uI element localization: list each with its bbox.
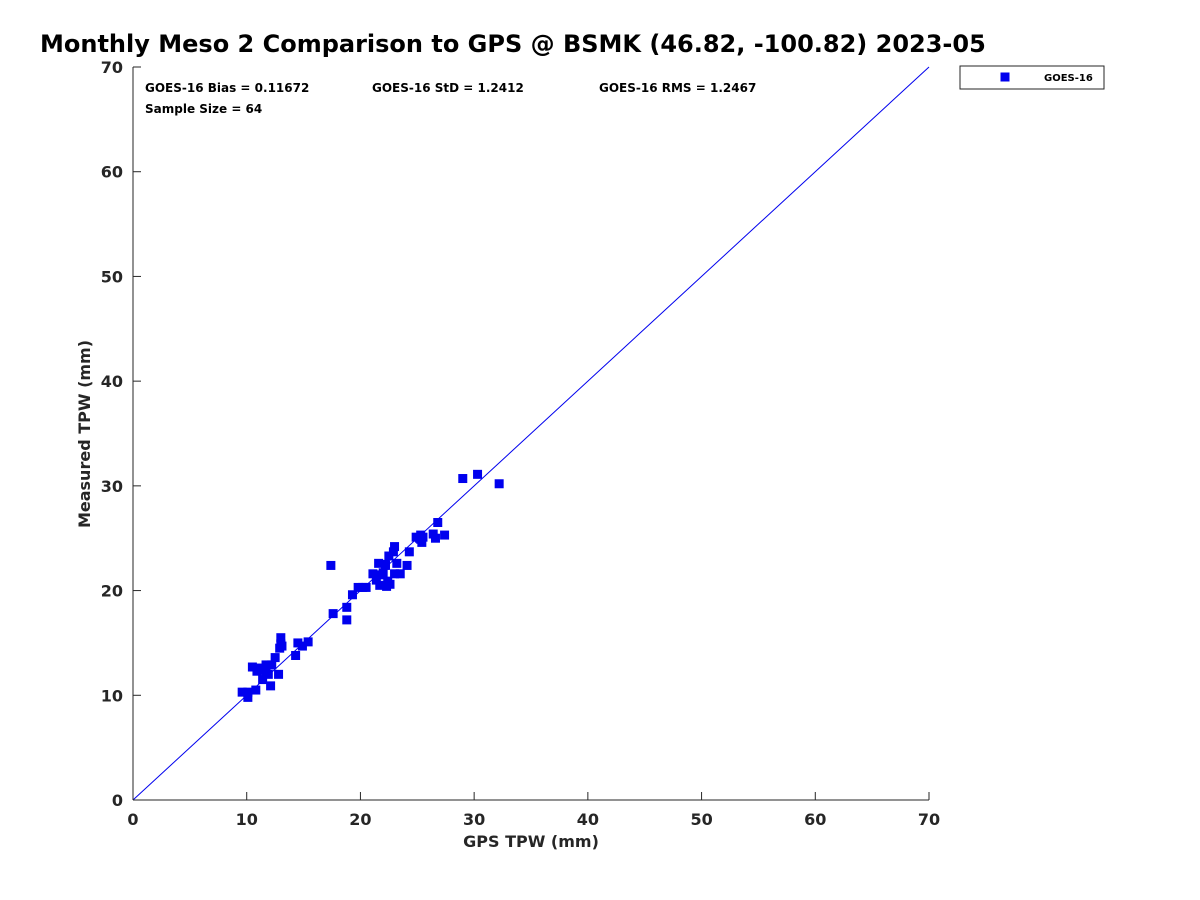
chart-title: Monthly Meso 2 Comparison to GPS @ BSMK … (40, 30, 986, 58)
y-tick-label: 40 (101, 372, 123, 391)
data-point (293, 638, 303, 648)
ticks-layer: 0 10 20 30 40 50 60 70 0 10 20 30 40 50 60 70 (101, 58, 940, 829)
data-point (385, 579, 395, 589)
data-point (473, 469, 483, 479)
y-tick-label: 0 (112, 791, 123, 810)
x-tick-label: 30 (463, 810, 485, 829)
y-tick-label: 30 (101, 477, 123, 496)
y-tick-label: 70 (101, 58, 123, 77)
data-point (378, 568, 388, 578)
data-point (353, 582, 363, 592)
data-point (258, 675, 268, 685)
data-point (388, 547, 398, 557)
x-tick-label: 10 (236, 810, 258, 829)
x-axis-label: GPS TPW (mm) (463, 832, 599, 851)
data-point (277, 641, 287, 651)
data-point (243, 687, 253, 697)
data-point (274, 669, 284, 679)
data-point (297, 641, 307, 651)
data-point (263, 669, 273, 679)
data-point (390, 569, 400, 579)
data-point (270, 653, 280, 663)
data-point (347, 590, 357, 600)
data-point (374, 558, 384, 568)
legend-box (959, 65, 1105, 90)
x-tick-label: 40 (577, 810, 599, 829)
data-point (371, 575, 381, 585)
data-points-layer (237, 469, 504, 702)
data-point (440, 530, 450, 540)
data-point (404, 547, 414, 557)
y-tick-label: 20 (101, 582, 123, 601)
legend-marker-square (1000, 72, 1010, 82)
x-tick-label: 50 (690, 810, 712, 829)
data-point (254, 663, 264, 673)
data-point (361, 582, 371, 592)
data-point (328, 609, 338, 619)
x-tick-label: 0 (127, 810, 138, 829)
data-point (415, 533, 425, 543)
legend: GOES-16 (959, 65, 1105, 90)
y-tick-label: 50 (101, 267, 123, 286)
data-point (243, 692, 253, 702)
data-point (392, 558, 402, 568)
y-tick-label: 60 (101, 163, 123, 182)
data-point (458, 474, 468, 484)
data-point (433, 518, 443, 528)
data-point (237, 687, 247, 697)
x-tick-label: 70 (918, 810, 940, 829)
data-point (261, 660, 271, 670)
data-point (390, 542, 400, 552)
y-axis-label: Measured TPW (mm) (75, 340, 94, 528)
data-point (266, 681, 276, 691)
data-point (375, 580, 385, 590)
data-point (303, 637, 313, 647)
x-tick-label: 60 (804, 810, 826, 829)
data-point (251, 685, 261, 695)
data-point (247, 662, 257, 672)
legend-label: GOES-16 (1044, 73, 1093, 84)
x-tick-label: 20 (349, 810, 371, 829)
stat-bias: GOES-16 Bias = 0.11672 (145, 81, 309, 95)
data-point (267, 660, 277, 670)
data-point (384, 551, 394, 561)
axes-layer (132, 67, 929, 801)
data-point (342, 615, 352, 625)
data-point (326, 560, 336, 570)
data-point (368, 569, 378, 579)
data-point (380, 560, 390, 570)
data-point (402, 560, 412, 570)
data-point (494, 479, 504, 489)
data-point (342, 602, 352, 612)
data-point (291, 650, 301, 660)
stat-sample-size: Sample Size = 64 (145, 102, 262, 116)
stat-std: GOES-16 StD = 1.2412 (372, 81, 524, 95)
data-point (276, 633, 286, 643)
data-point (395, 569, 405, 579)
y-tick-label: 10 (101, 686, 123, 705)
data-point (430, 533, 440, 543)
stat-rms: GOES-16 RMS = 1.2467 (599, 81, 756, 95)
